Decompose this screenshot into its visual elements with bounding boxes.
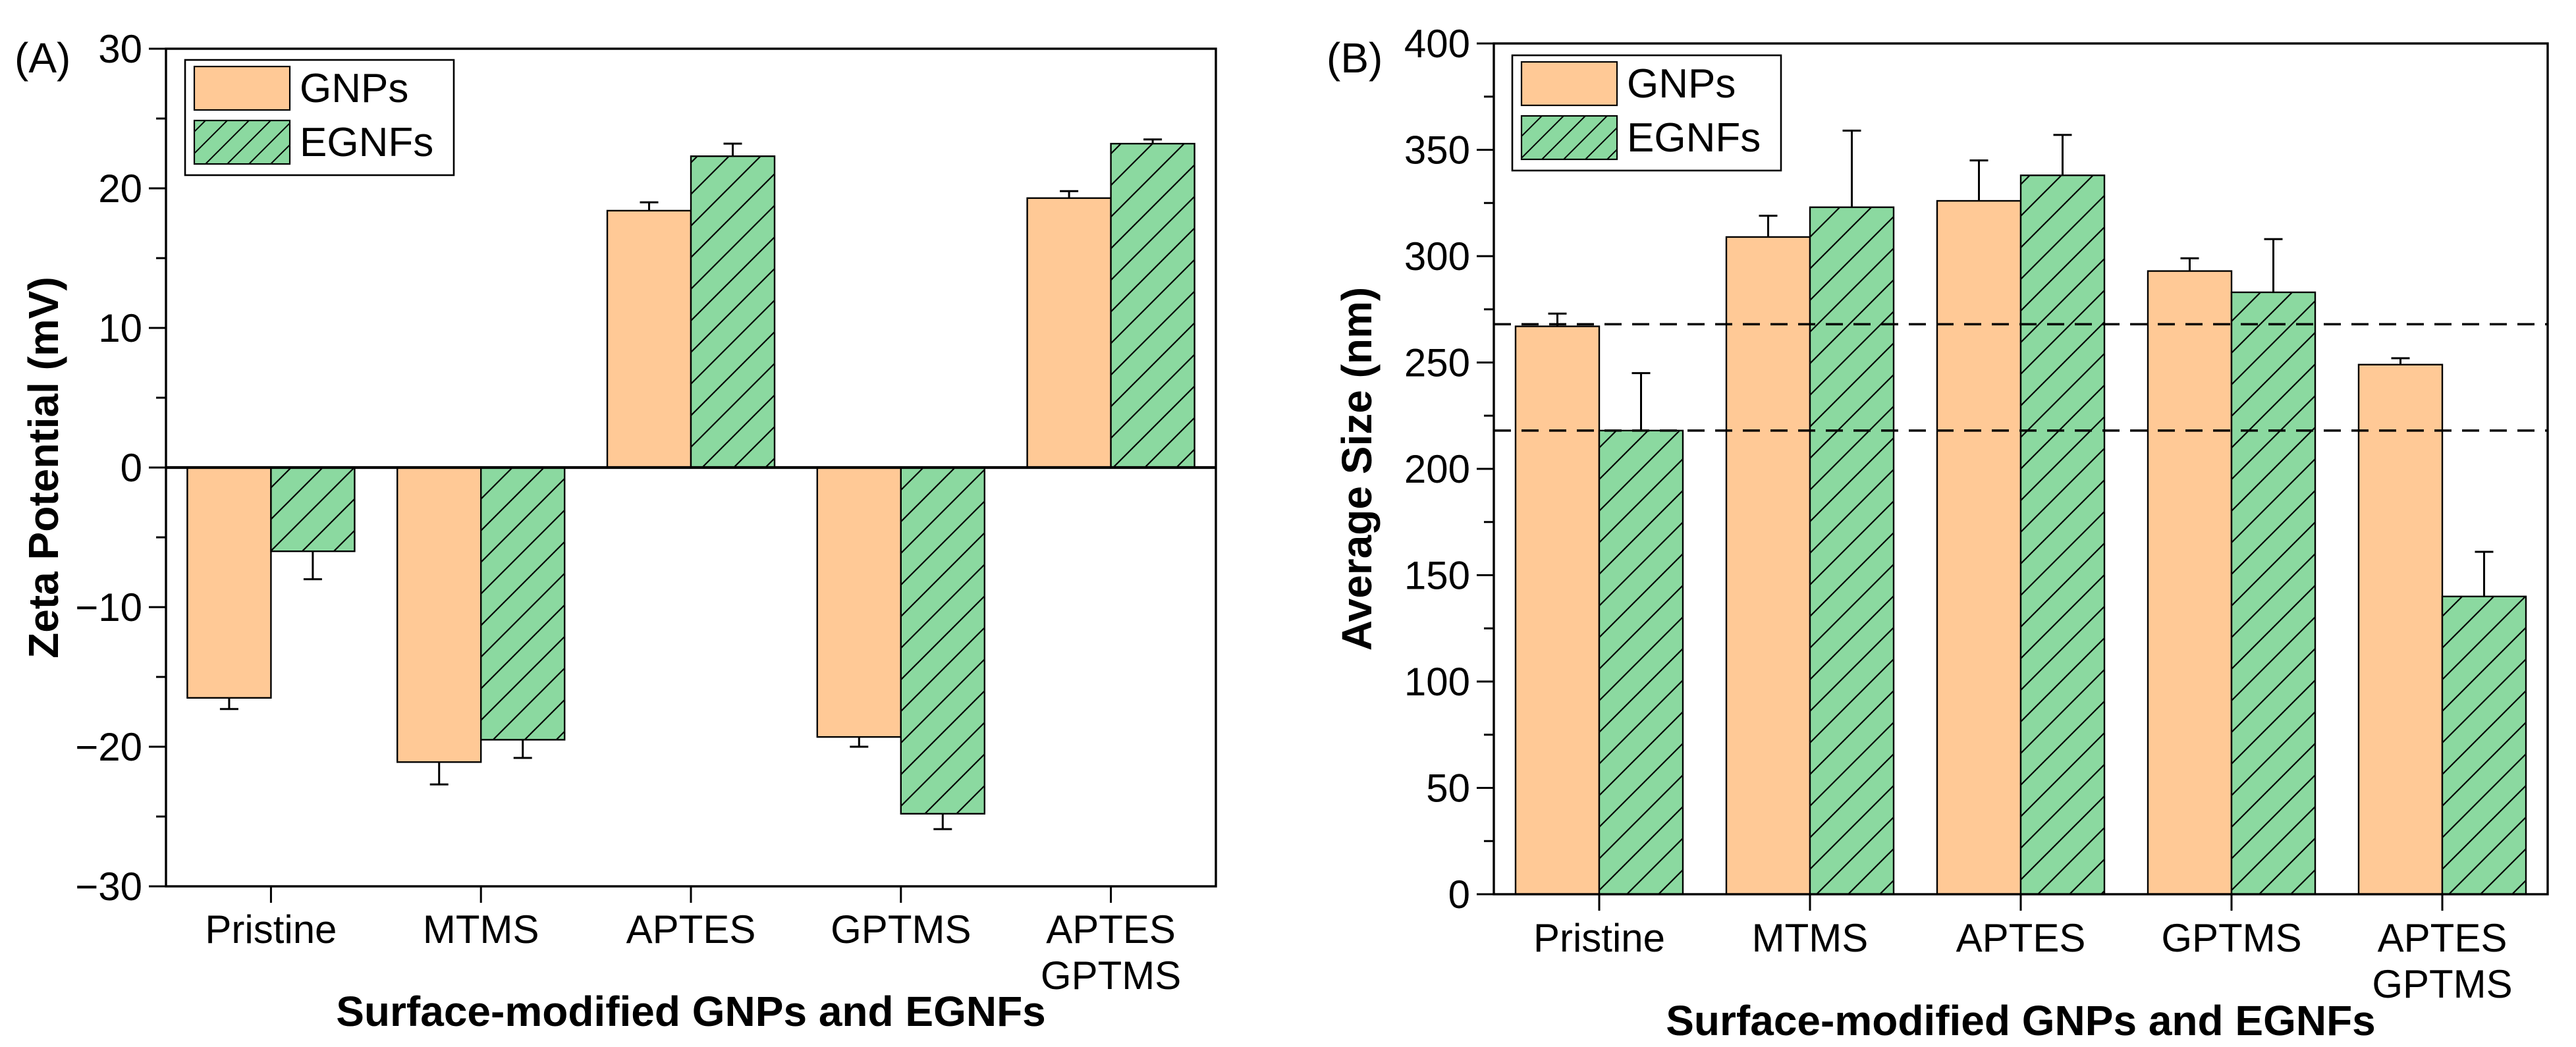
error-bar-gnps-gptms (850, 737, 869, 748)
bar-gnps-mtms (1725, 236, 1811, 896)
error-bar-egnfs-aptes-gptms (2475, 550, 2494, 597)
y-tick-label--30: −30 (75, 865, 142, 909)
error-bar-gnps-pristine (1548, 312, 1567, 327)
error-bar-gnps-pristine (219, 697, 238, 711)
bar-egnfs-gptms (2230, 291, 2316, 896)
bar-gnps-aptes-gptms (1026, 197, 1112, 469)
x-tick-label-aptes-gptms-line2: GPTMS (2372, 962, 2512, 1006)
error-bar-egnfs-mtms (1842, 129, 1861, 207)
bars-group (186, 142, 1195, 815)
legend: GNPs EGNFs (1511, 54, 1782, 172)
error-bar-gnps-aptes (1969, 159, 1988, 201)
bar-egnfs-mtms (480, 466, 566, 741)
bar-gnps-aptes (606, 209, 692, 469)
y-axis-title: Average Size (nm) (1333, 287, 1381, 651)
error-bar-egnfs-aptes-gptms (1143, 138, 1163, 144)
x-axis-title: Surface-modified GNPs and EGNFs (1666, 997, 2376, 1044)
y-tick-label-20: 20 (98, 167, 142, 211)
legend-label-egnfs: EGNFs (300, 120, 433, 165)
x-tick-label-pristine: Pristine (205, 907, 337, 952)
x-tick-label-pristine: Pristine (1533, 916, 1665, 960)
error-bar-gnps-mtms (429, 762, 449, 786)
error-bar-gnps-gptms (2180, 257, 2199, 271)
x-tick-label-mtms: MTMS (1752, 916, 1869, 960)
panel-label-b: (B) (1327, 34, 1383, 82)
y-tick-label-150: 150 (1404, 554, 1470, 598)
bar-egnfs-aptes (2019, 174, 2106, 896)
legend: GNPs EGNFs (184, 59, 455, 176)
x-tick-label-aptes-gptms-line2: GPTMS (1041, 953, 1181, 998)
bars-group (1514, 174, 2527, 896)
panel-label-a: (A) (14, 34, 70, 82)
error-bar-egnfs-aptes (2053, 134, 2072, 176)
y-tick-label-350: 350 (1404, 128, 1470, 173)
bar-gnps-pristine (186, 466, 272, 699)
y-tick-label-0: 0 (121, 446, 142, 490)
x-tick-label-aptes-gptms: APTES (2378, 916, 2507, 960)
bar-egnfs-gptms (900, 466, 986, 815)
bar-gnps-pristine (1514, 325, 1601, 896)
y-tick-label--10: −10 (75, 585, 142, 630)
y-tick-label-400: 400 (1404, 22, 1470, 66)
bar-egnfs-pristine (270, 466, 356, 552)
y-axis-title: Zeta Potential (mV) (20, 277, 67, 658)
bar-gnps-gptms (816, 466, 902, 738)
y-tick-label-0: 0 (1448, 872, 1470, 917)
bar-gnps-aptes (1936, 200, 2022, 896)
error-bars-group (219, 138, 1163, 830)
y-tick-label--20: −20 (75, 725, 142, 769)
bar-egnfs-aptes-gptms (2441, 595, 2527, 896)
y-tick-label-300: 300 (1404, 234, 1470, 279)
legend-swatch-egnfs (193, 119, 291, 165)
bar-egnfs-pristine (1598, 429, 1684, 896)
chart-panel-b: 0 50 100 150 200 250 300 350 400 Pristine MTMS APTE… (1327, 22, 2549, 1044)
legend-label-egnfs: EGNFs (1627, 115, 1761, 161)
error-bar-egnfs-aptes (723, 142, 742, 157)
y-tick-label-100: 100 (1404, 660, 1470, 704)
x-tick-label-aptes: APTES (1956, 916, 2086, 960)
error-bar-egnfs-pristine (1631, 372, 1651, 431)
x-tick-label-gptms: GPTMS (831, 907, 971, 952)
legend-label-gnps: GNPs (300, 66, 408, 111)
bar-egnfs-aptes (690, 155, 776, 469)
error-bar-gnps-aptes-gptms (2391, 357, 2410, 365)
y-tick-label-200: 200 (1404, 447, 1470, 491)
error-bar-egnfs-pristine (303, 551, 322, 581)
y-axis-ticks: −30 −20 −10 0 10 20 30 (75, 27, 166, 909)
legend-swatch-gnps (1520, 61, 1618, 107)
x-tick-label-gptms: GPTMS (2161, 916, 2301, 960)
error-bars-group (1548, 129, 2494, 597)
bar-gnps-mtms (397, 466, 482, 763)
legend-label-gnps: GNPs (1627, 61, 1736, 107)
bar-gnps-gptms (2147, 270, 2233, 896)
y-axis-ticks: 0 50 100 150 200 250 300 350 400 (1404, 22, 1494, 917)
x-axis-title: Surface-modified GNPs and EGNFs (336, 988, 1046, 1035)
y-tick-label-50: 50 (1426, 766, 1470, 811)
x-tick-label-mtms: MTMS (423, 907, 539, 952)
error-bar-egnfs-mtms (513, 739, 532, 759)
error-bar-gnps-aptes (640, 201, 659, 211)
bar-egnfs-aptes-gptms (1110, 142, 1195, 469)
legend-swatch-egnfs (1520, 115, 1618, 161)
y-tick-label-250: 250 (1404, 341, 1470, 385)
y-tick-label-10: 10 (98, 306, 142, 350)
error-bar-gnps-mtms (1759, 215, 1778, 237)
x-tick-label-aptes-gptms: APTES (1046, 907, 1176, 952)
error-bar-egnfs-gptms (933, 813, 952, 830)
error-bar-gnps-aptes-gptms (1060, 190, 1079, 198)
x-tick-label-aptes: APTES (626, 907, 756, 952)
error-bar-egnfs-gptms (2264, 238, 2283, 292)
legend-swatch-gnps (193, 65, 291, 111)
bar-egnfs-mtms (1809, 206, 1895, 896)
bar-gnps-aptes-gptms (2357, 363, 2444, 896)
y-tick-label-30: 30 (98, 27, 142, 71)
